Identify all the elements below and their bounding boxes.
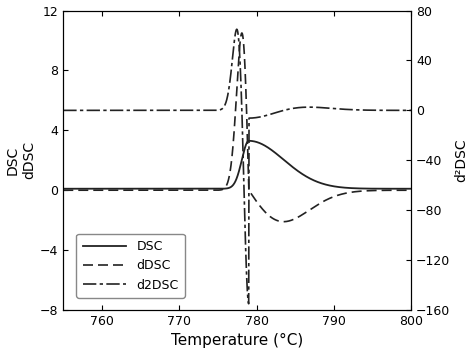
d2DSC [61,108,66,113]
dDSC [408,188,414,192]
d2DSC [246,302,252,306]
d2DSC [346,107,352,112]
dDSC [61,188,66,192]
Y-axis label: d²DSC: d²DSC [455,138,468,182]
DSC [61,187,66,191]
DSC [193,187,199,191]
dDSC [124,188,129,192]
dDSC [346,190,352,195]
DSC [346,186,352,190]
DSC [246,139,252,143]
Line: DSC: DSC [64,141,411,189]
dDSC [239,31,245,35]
Line: dDSC: dDSC [64,33,411,222]
dDSC [287,219,292,223]
d2DSC [269,112,275,116]
Legend: DSC, dDSC, d2DSC: DSC, dDSC, d2DSC [76,234,185,298]
d2DSC [193,108,199,113]
DSC [408,187,414,191]
DSC [320,182,326,186]
d2DSC [320,105,326,110]
dDSC [193,188,199,192]
X-axis label: Temperature (°C): Temperature (°C) [171,333,303,348]
dDSC [281,219,286,224]
d2DSC [408,108,414,113]
Y-axis label: DSC
dDSC: DSC dDSC [6,141,36,179]
DSC [269,148,275,153]
Line: d2DSC: d2DSC [64,29,411,304]
dDSC [269,216,275,220]
d2DSC [287,107,292,111]
d2DSC [124,108,129,113]
DSC [287,162,292,167]
d2DSC [234,27,240,32]
DSC [124,187,129,191]
dDSC [320,200,326,204]
